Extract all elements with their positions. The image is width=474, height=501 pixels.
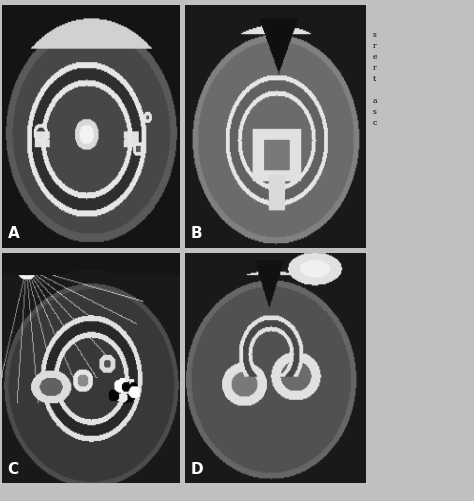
Text: D: D [190,461,203,476]
Text: s
r
e
r
t

a
s
c: s r e r t a s c [373,31,377,127]
Text: A: A [8,226,19,240]
Text: B: B [190,226,202,240]
Text: C: C [8,461,19,476]
